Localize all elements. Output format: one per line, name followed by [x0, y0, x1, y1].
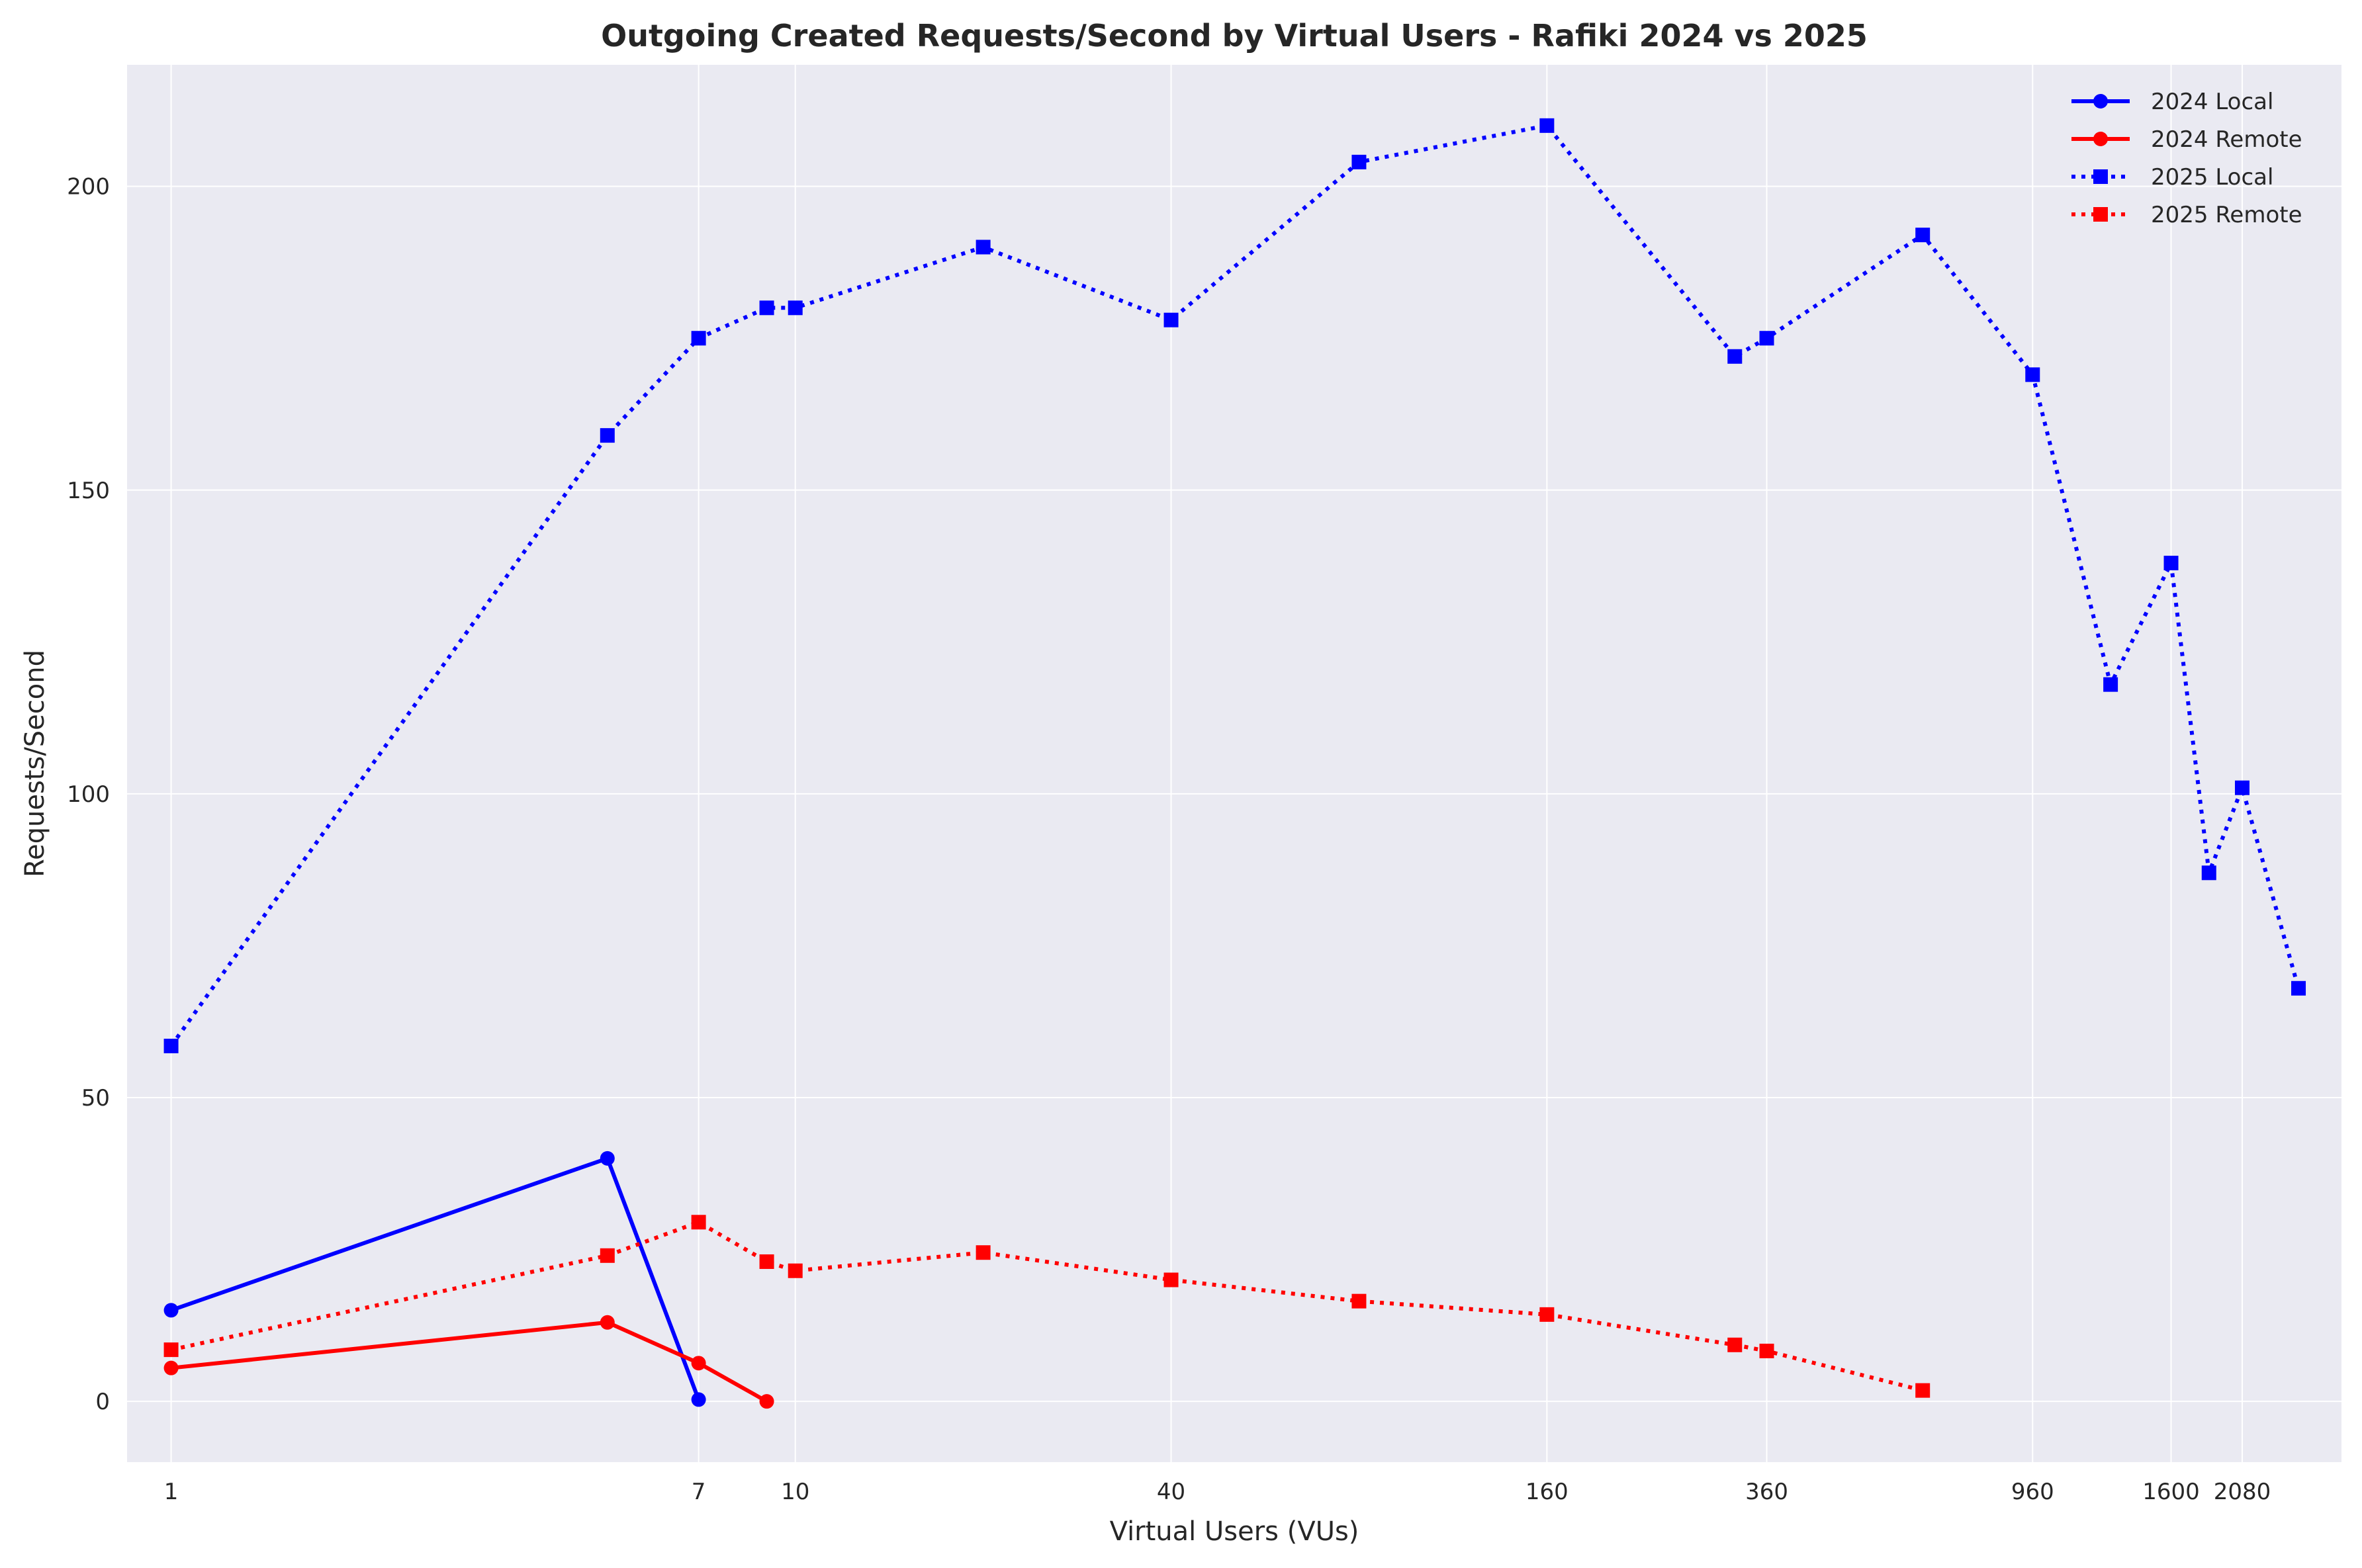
data-point — [1727, 1337, 1743, 1352]
data-point — [2291, 980, 2306, 996]
legend-marker — [2093, 169, 2108, 184]
legend-marker — [2093, 207, 2108, 222]
data-point — [2163, 555, 2179, 570]
series-2024-remote — [163, 1315, 774, 1409]
series-line-2025-remote — [170, 1220, 1923, 1393]
legend: 2024 Local 2024 Remote 2025 Local 2025 Remo… — [2071, 89, 2302, 228]
chart-title: Outgoing Created Requests/Second by Virt… — [601, 18, 1868, 54]
x-tick-label: 7 — [692, 1479, 706, 1505]
data-point — [788, 1263, 803, 1278]
data-point — [163, 1342, 179, 1358]
x-tick-label: 2080 — [2214, 1479, 2271, 1505]
legend-item-2025-remote: 2025 Remote — [2071, 202, 2302, 228]
series-layer — [163, 118, 2306, 1409]
legend-label: 2024 Remote — [2151, 126, 2302, 153]
data-point — [2025, 367, 2040, 382]
y-tick-label: 50 — [81, 1085, 110, 1111]
legend-item-2024-remote: 2024 Remote — [2071, 126, 2302, 153]
data-point — [600, 1248, 615, 1263]
data-point — [600, 1315, 615, 1330]
series-line-2025-local — [169, 123, 2300, 1047]
x-tick-label: 1600 — [2142, 1479, 2200, 1505]
x-axis-ticks: 1 7 10 40 160 360 960 1600 2080 — [164, 1479, 2271, 1505]
data-point — [1759, 331, 1774, 346]
legend-item-2025-local: 2025 Local — [2071, 164, 2273, 191]
x-tick-label: 960 — [2011, 1479, 2054, 1505]
data-point — [759, 1394, 774, 1409]
data-point — [1539, 118, 1555, 133]
data-point — [976, 1245, 991, 1260]
data-point — [691, 1392, 706, 1407]
data-point — [2201, 865, 2216, 881]
data-point — [788, 300, 803, 316]
legend-marker — [2093, 94, 2108, 109]
data-point — [1727, 349, 1743, 364]
legend-item-2024-local: 2024 Local — [2071, 89, 2273, 115]
plot-background — [127, 65, 2341, 1462]
legend-label: 2024 Local — [2151, 89, 2273, 115]
legend-label: 2025 Local — [2151, 164, 2273, 191]
y-tick-label: 150 — [67, 478, 110, 504]
x-tick-label: 40 — [1157, 1479, 1185, 1505]
series-line-2024-remote — [171, 1320, 768, 1403]
data-point — [1351, 154, 1367, 169]
x-tick-label: 10 — [781, 1479, 809, 1505]
y-tick-label: 0 — [95, 1389, 110, 1415]
data-point — [1351, 1293, 1367, 1309]
data-point — [2103, 677, 2118, 692]
x-tick-label: 360 — [1745, 1479, 1788, 1505]
data-point — [1163, 312, 1179, 327]
data-point — [691, 331, 706, 346]
data-point — [2234, 780, 2249, 795]
grid — [127, 65, 2341, 1462]
data-point — [600, 1151, 615, 1166]
y-tick-label: 200 — [67, 174, 110, 200]
series-2024-local — [163, 1151, 706, 1407]
data-point — [1915, 228, 1930, 243]
x-tick-label: 1 — [164, 1479, 179, 1505]
x-axis-label: Virtual Users (VUs) — [1110, 1516, 1359, 1547]
series-2025-remote — [163, 1215, 1930, 1398]
x-tick-label: 160 — [1525, 1479, 1568, 1505]
legend-marker — [2093, 132, 2108, 146]
data-point — [1539, 1307, 1555, 1322]
data-point — [1915, 1383, 1930, 1398]
legend-label: 2025 Remote — [2151, 202, 2302, 228]
series-2025-local — [163, 118, 2306, 1053]
data-point — [1163, 1272, 1179, 1287]
data-point — [163, 1360, 179, 1375]
data-point — [163, 1303, 179, 1318]
data-point — [1759, 1343, 1774, 1358]
data-point — [976, 240, 991, 255]
data-point — [759, 1254, 774, 1269]
y-axis-ticks: 0 50 100 150 200 — [67, 174, 110, 1416]
data-point — [691, 1215, 706, 1230]
data-point — [163, 1038, 179, 1053]
data-point — [691, 1356, 706, 1371]
y-axis-label: Requests/Second — [20, 650, 50, 877]
data-point — [600, 428, 615, 443]
y-tick-label: 100 — [67, 781, 110, 808]
data-point — [759, 300, 774, 316]
